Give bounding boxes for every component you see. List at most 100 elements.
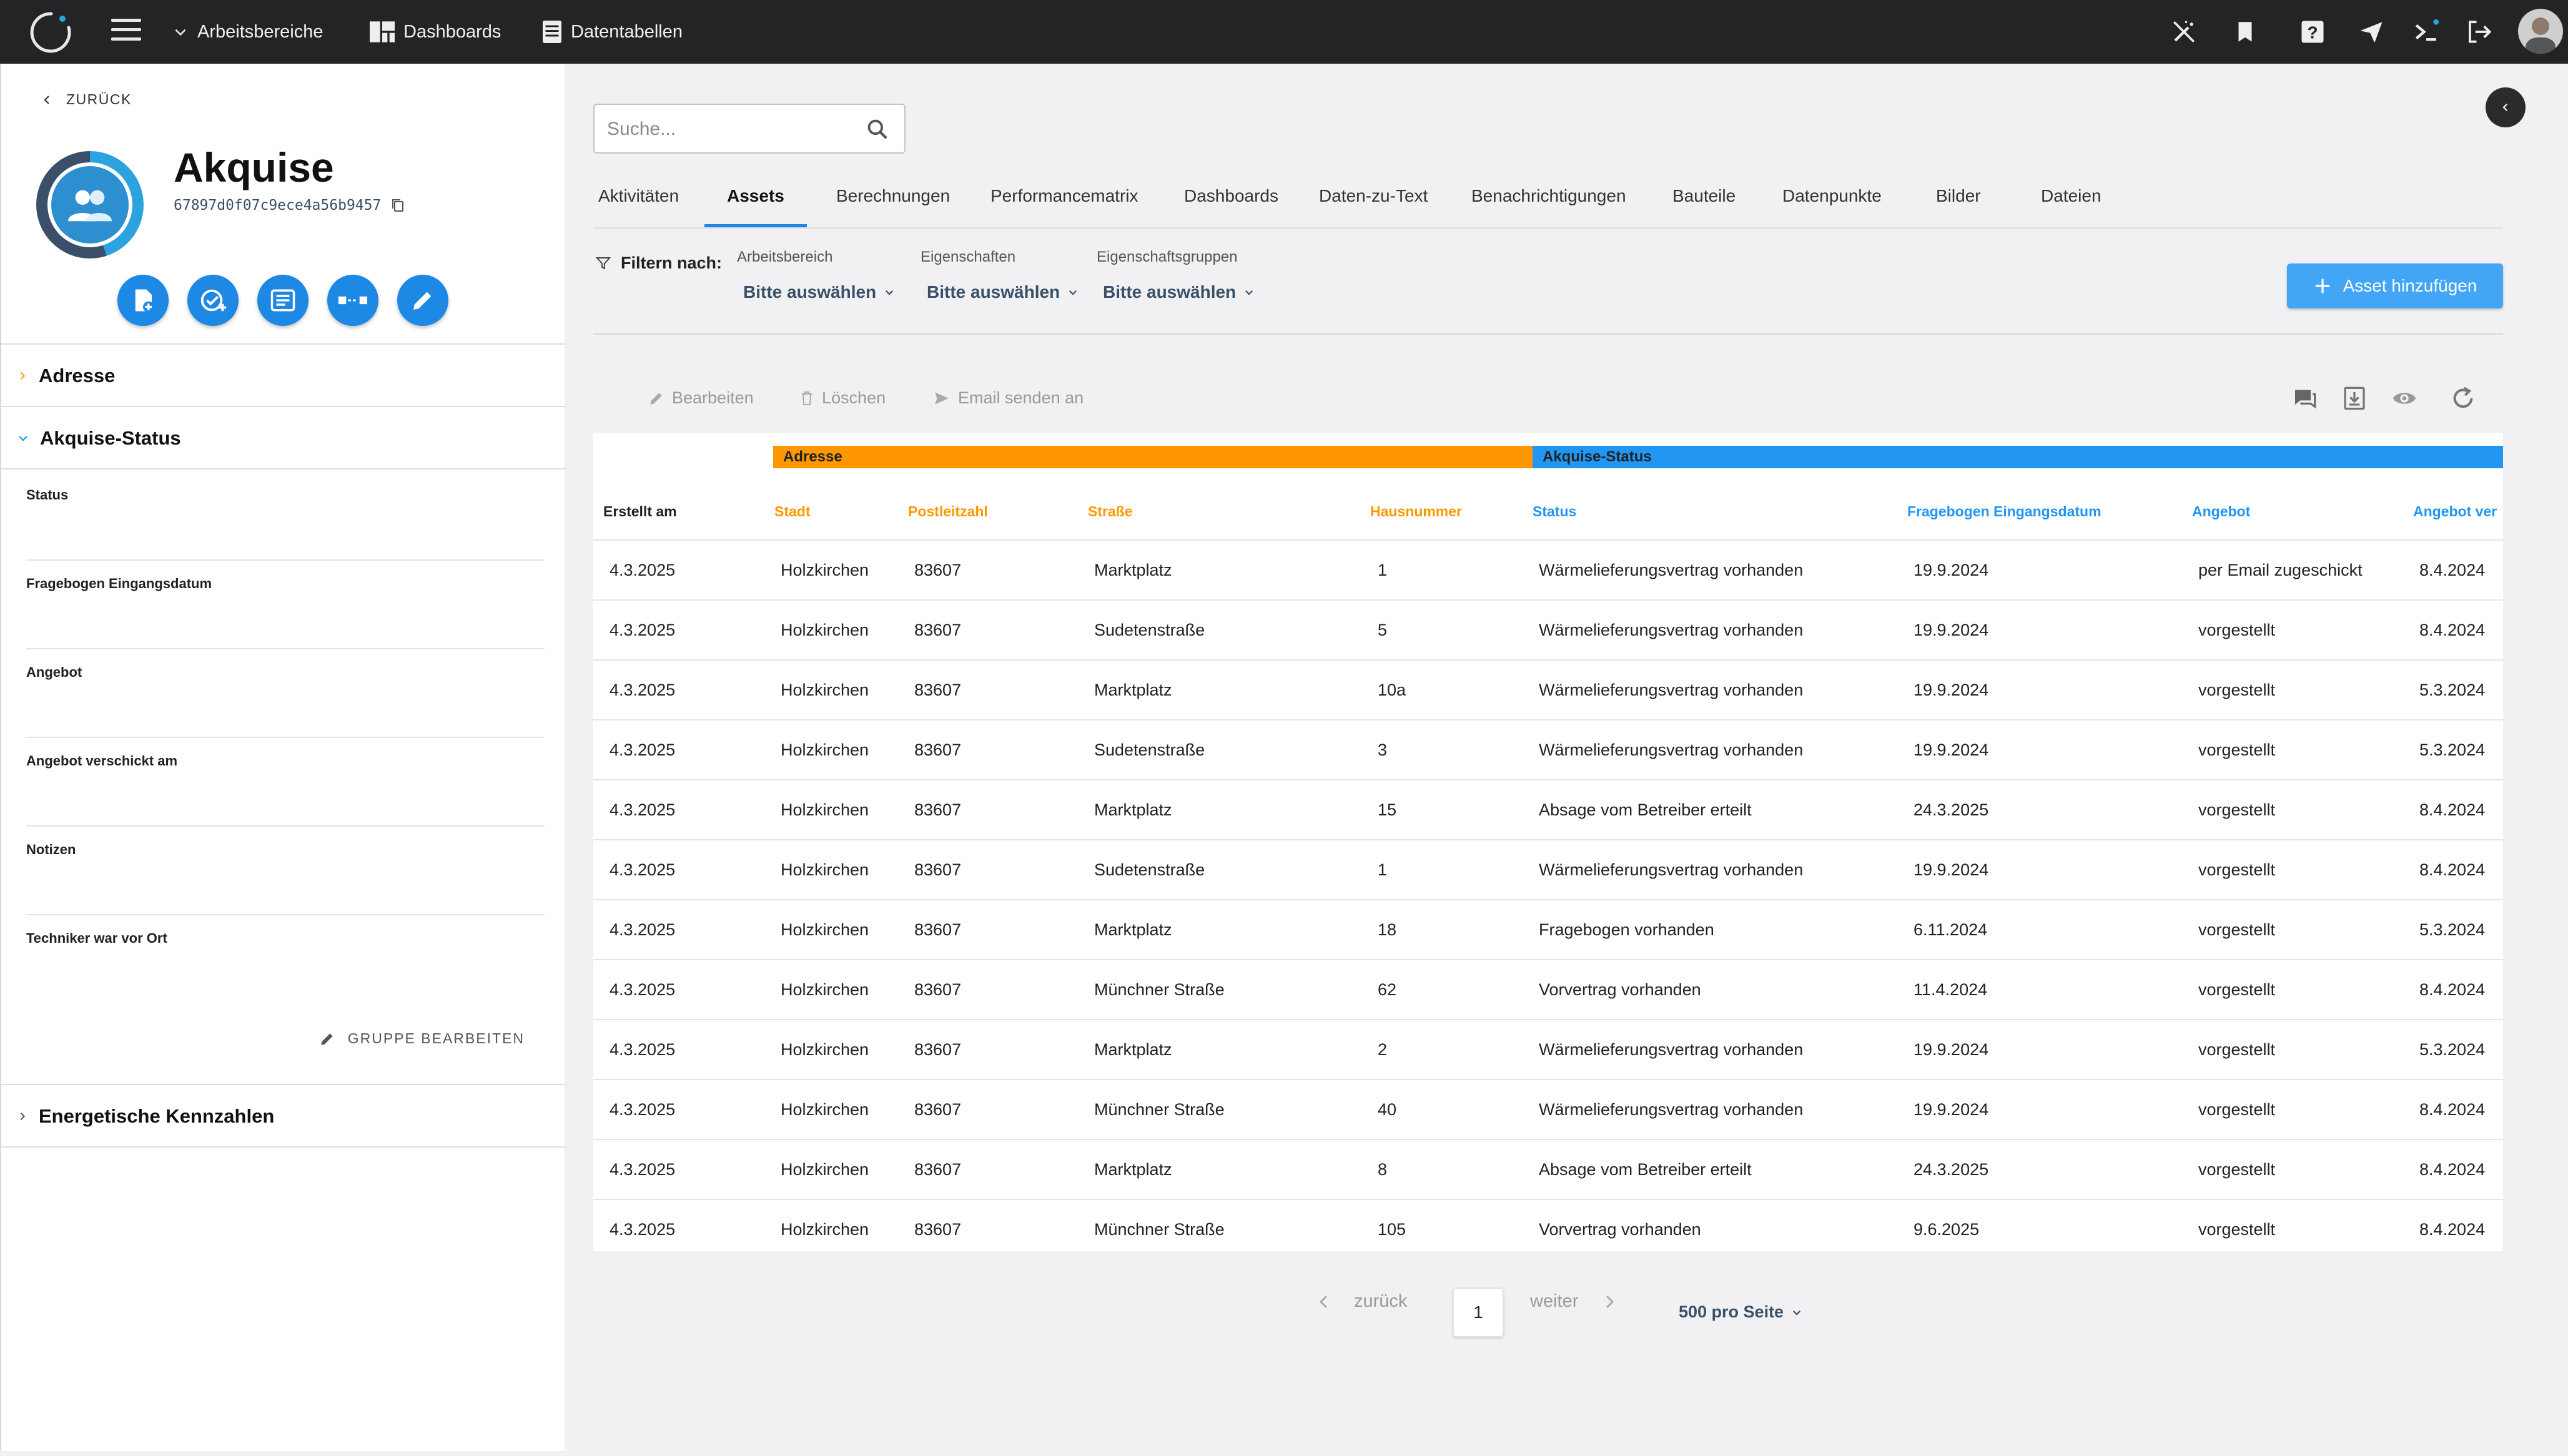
filter-arbeitsbereich-select[interactable]: Bitte auswählen [743,282,895,302]
edit-button[interactable]: Bearbeiten [648,388,754,408]
app-logo-icon[interactable] [27,9,75,56]
per-page-select[interactable]: 500 pro Seite [1679,1302,1802,1322]
table-row[interactable]: 4.3.2025 Holzkirchen 83607 Marktplatz 18 Frag… [593,899,2503,959]
group-users-icon [68,190,112,222]
field-notizen[interactable]: Notizen [26,827,545,915]
table-row[interactable]: 4.3.2025 Holzkirchen 83607 Marktplatz 15 Absa… [593,779,2503,839]
delete-button[interactable]: Löschen [799,388,886,408]
table-row[interactable]: 4.3.2025 Holzkirchen 83607 Münchner Straße 6… [593,959,2503,1019]
send-email-button[interactable]: Email senden an [933,388,1084,408]
table-row[interactable]: 4.3.2025 Holzkirchen 83607 Sudetenstraße 5 Wä… [593,599,2503,659]
edit-group-button[interactable]: GRUPPE BEARBEITEN [319,1030,525,1047]
back-button[interactable]: ZURÜCK [41,91,132,108]
logout-icon[interactable] [2466,19,2492,45]
next-page-button[interactable]: weiter [1530,1291,1617,1312]
table-row[interactable]: 4.3.2025 Holzkirchen 83607 Marktplatz 1 Wärme… [593,539,2503,599]
tab-aktivitaeten[interactable]: Aktivitäten [598,186,679,205]
menu-icon[interactable] [111,19,141,45]
add-document-button[interactable] [117,275,169,326]
search-input[interactable] [607,115,857,144]
prev-page-button[interactable]: zurück [1316,1291,1407,1312]
send-icon[interactable] [2358,19,2384,45]
tab-dateien[interactable]: Dateien [2041,186,2101,205]
cell-hausnummer: 105 [1378,1220,1406,1239]
column-header-stadt[interactable]: Stadt [774,503,811,519]
column-header-angebot[interactable]: Angebot [2192,503,2251,519]
table-row[interactable]: 4.3.2025 Holzkirchen 83607 Sudetenstraße 3 Wä… [593,719,2503,779]
help-icon[interactable]: ? [2299,19,2326,45]
filter-label: Filtern nach: [596,253,722,273]
cell-angebot-verschickt: 8.4.2024 [2419,1160,2486,1179]
table-row[interactable]: 4.3.2025 Holzkirchen 83607 Sudetenstraße 1 Wä… [593,839,2503,899]
cell-status: Wärmelieferungsvertrag vorhanden [1539,621,1804,639]
cell-stadt: Holzkirchen [781,920,869,939]
table-row[interactable]: 4.3.2025 Holzkirchen 83607 Münchner Straße 4… [593,1079,2503,1139]
table-row[interactable]: 4.3.2025 Holzkirchen 83607 Marktplatz 2 Wärme… [593,1019,2503,1079]
terminal-icon[interactable] [2413,19,2439,45]
add-asset-button[interactable]: Asset hinzufügen [2287,263,2503,308]
tab-assets[interactable]: Assets [704,186,807,227]
table-row[interactable]: 4.3.2025 Holzkirchen 83607 Münchner Straße 1… [593,1199,2503,1251]
datatables-menu[interactable]: Datentabellen [542,17,683,46]
group-akquise-status[interactable]: Akquise-Status [1,408,566,468]
workspaces-menu[interactable]: Arbeitsbereiche [172,17,323,46]
tab-datenpunkte[interactable]: Datenpunkte [1782,186,1882,205]
table-row[interactable]: 4.3.2025 Holzkirchen 83607 Marktplatz 10a Wär… [593,659,2503,719]
connect-button[interactable] [327,275,378,326]
tab-performancematrix[interactable]: Performancematrix [990,186,1138,205]
group-energetische-kennzahlen[interactable]: Energetische Kennzahlen [1,1086,566,1146]
tab-benachrichtigungen[interactable]: Benachrichtigungen [1471,186,1626,205]
edit-object-button[interactable] [397,275,448,326]
add-task-button[interactable] [187,275,239,326]
field-fragebogen-eingangsdatum[interactable]: Fragebogen Eingangsdatum [26,561,545,649]
column-header-fragebogen-eingangsdatum[interactable]: Fragebogen Eingangsdatum [1907,503,2101,519]
filter-eigenschaftsgruppen-select[interactable]: Bitte auswählen [1103,282,1255,302]
back-label: ZURÜCK [66,91,132,107]
page-number-current[interactable]: 1 [1453,1287,1504,1337]
download-icon[interactable] [2342,386,2367,411]
cell-hausnummer: 10a [1378,681,1406,699]
search-icon[interactable] [866,117,889,141]
column-header-status[interactable]: Status [1533,503,1577,519]
comment-icon[interactable] [2292,386,2317,411]
column-header-angebot-verschickt[interactable]: Angebot ver [2413,503,2497,519]
cell-erstellt-am: 4.3.2025 [610,681,676,699]
send-email-label: Email senden an [958,388,1084,407]
tab-daten-zu-text[interactable]: Daten-zu-Text [1319,186,1428,205]
cell-fragebogen: 19.9.2024 [1914,621,1989,639]
magic-wand-off-icon[interactable] [2171,19,2197,45]
filter-arbeitsbereich: Arbeitsbereich Bitte auswählen [737,248,895,302]
refresh-icon[interactable] [2451,386,2476,411]
tab-berechnungen[interactable]: Berechnungen [836,186,951,205]
assets-table: Adresse Akquise-Status Erstellt am Stadt… [593,433,2503,1251]
cell-erstellt-am: 4.3.2025 [610,1160,676,1179]
filter-eigenschaften-select[interactable]: Bitte auswählen [927,282,1079,302]
cell-postleitzahl: 83607 [914,681,962,699]
field-angebot[interactable]: Angebot [26,649,545,738]
bookmark-icon[interactable] [2232,19,2258,45]
field-angebot-verschickt[interactable]: Angebot verschickt am [26,738,545,827]
collapse-panel-button[interactable] [2486,87,2526,127]
list-view-button[interactable] [257,275,309,326]
field-fragebogen-label: Fragebogen Eingangsdatum [26,576,212,591]
table-row[interactable]: 4.3.2025 Holzkirchen 83607 Marktplatz 8 Absag… [593,1139,2503,1199]
field-status[interactable]: Status [26,472,545,561]
group-header-akquise-status: Akquise-Status [1533,446,2503,468]
tab-bilder[interactable]: Bilder [1936,186,1981,205]
tab-bauteile[interactable]: Bauteile [1672,186,1736,205]
column-header-strasse[interactable]: Straße [1088,503,1133,519]
dashboards-menu[interactable]: Dashboards [370,17,501,46]
field-techniker[interactable]: Techniker war vor Ort [26,915,545,1004]
eye-icon[interactable] [2392,386,2417,411]
copy-icon[interactable] [391,198,405,213]
user-avatar[interactable] [2518,9,2563,54]
group-adresse[interactable]: Adresse [1,346,566,406]
object-id-text: 67897d0f07c9ece4a56b9457 [174,197,382,214]
cell-postleitzahl: 83607 [914,621,962,639]
cell-hausnummer: 1 [1378,561,1388,579]
column-header-erstellt-am[interactable]: Erstellt am [603,503,677,519]
column-header-postleitzahl[interactable]: Postleitzahl [908,503,988,519]
cell-angebot: vorgestellt [2198,920,2276,939]
column-header-hausnummer[interactable]: Hausnummer [1370,503,1462,519]
tab-dashboards[interactable]: Dashboards [1184,186,1278,205]
